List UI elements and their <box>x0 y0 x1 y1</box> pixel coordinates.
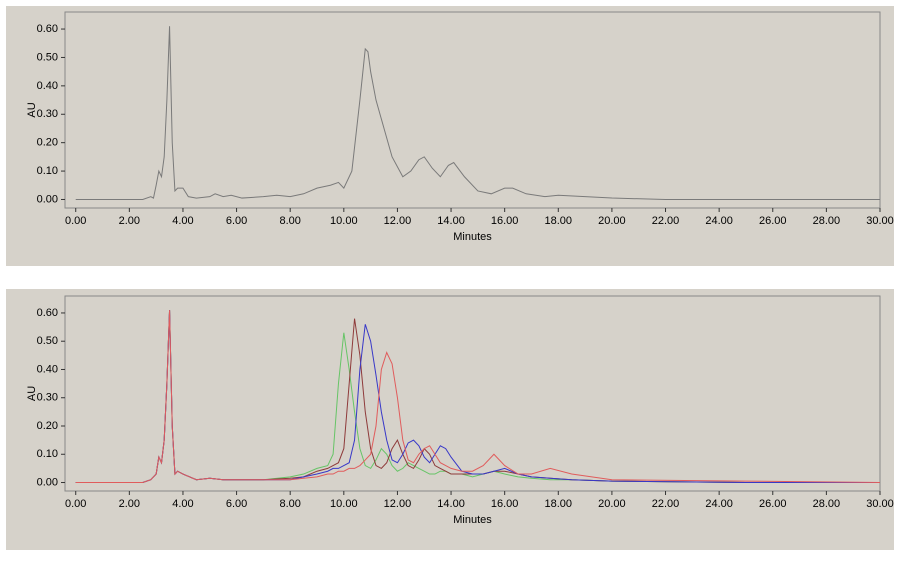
y-axis-label: AU <box>26 386 38 401</box>
x-axis-label: Minutes <box>453 231 492 243</box>
plot-frame <box>64 295 881 492</box>
x-tick-label: 12.00 <box>384 498 412 510</box>
x-tick-label: 20.00 <box>598 498 626 510</box>
x-tick-label: 30.00 <box>866 498 894 510</box>
x-tick-label: 28.00 <box>813 215 841 227</box>
x-tick-label: 6.00 <box>226 215 247 227</box>
series-line <box>75 26 880 200</box>
x-tick-label: 28.00 <box>813 498 841 510</box>
y-axis-label: AU <box>26 102 38 117</box>
y-tick-label: 0.00 <box>37 476 58 488</box>
x-tick-label: 10.00 <box>330 498 358 510</box>
y-tick-label: 0.60 <box>37 307 58 319</box>
x-tick-label: 2.00 <box>119 498 140 510</box>
panel <box>6 6 894 266</box>
x-tick-label: 22.00 <box>652 215 680 227</box>
x-tick-label: 2.00 <box>119 215 140 227</box>
x-tick-label: 4.00 <box>172 215 193 227</box>
x-tick-label: 8.00 <box>279 498 300 510</box>
y-tick-label: 0.40 <box>37 80 58 92</box>
x-tick-label: 12.00 <box>384 215 412 227</box>
x-tick-label: 20.00 <box>598 215 626 227</box>
x-tick-label: 26.00 <box>759 215 787 227</box>
y-tick-label: 0.40 <box>37 363 58 375</box>
x-tick-label: 18.00 <box>545 215 573 227</box>
y-tick-label: 0.00 <box>37 193 58 205</box>
y-tick-label: 0.10 <box>37 165 58 177</box>
y-tick-label: 0.20 <box>37 420 58 432</box>
x-tick-label: 16.00 <box>491 215 519 227</box>
x-tick-label: 16.00 <box>491 498 519 510</box>
x-tick-label: 26.00 <box>759 498 787 510</box>
y-tick-label: 0.30 <box>37 108 58 120</box>
x-tick-label: 18.00 <box>545 498 573 510</box>
x-tick-label: 14.00 <box>437 498 465 510</box>
x-tick-label: 24.00 <box>705 498 733 510</box>
y-tick-label: 0.20 <box>37 137 58 149</box>
x-tick-label: 30.00 <box>866 215 894 227</box>
x-tick-label: 14.00 <box>437 215 465 227</box>
y-tick-label: 0.10 <box>37 448 58 460</box>
y-tick-label: 0.60 <box>37 23 58 35</box>
x-tick-label: 8.00 <box>279 215 300 227</box>
x-tick-label: 10.00 <box>330 215 358 227</box>
x-tick-label: 24.00 <box>705 215 733 227</box>
y-tick-label: 0.50 <box>37 335 58 347</box>
x-tick-label: 4.00 <box>172 498 193 510</box>
series-line <box>75 310 881 484</box>
y-tick-label: 0.30 <box>37 392 58 404</box>
y-tick-label: 0.50 <box>37 51 58 63</box>
x-axis-label: Minutes <box>453 514 492 526</box>
x-tick-label: 22.00 <box>652 498 680 510</box>
plot-frame <box>64 11 881 209</box>
x-tick-label: 0.00 <box>65 215 86 227</box>
panel <box>6 289 894 550</box>
x-tick-label: 0.00 <box>65 498 86 510</box>
x-tick-label: 6.00 <box>226 498 247 510</box>
